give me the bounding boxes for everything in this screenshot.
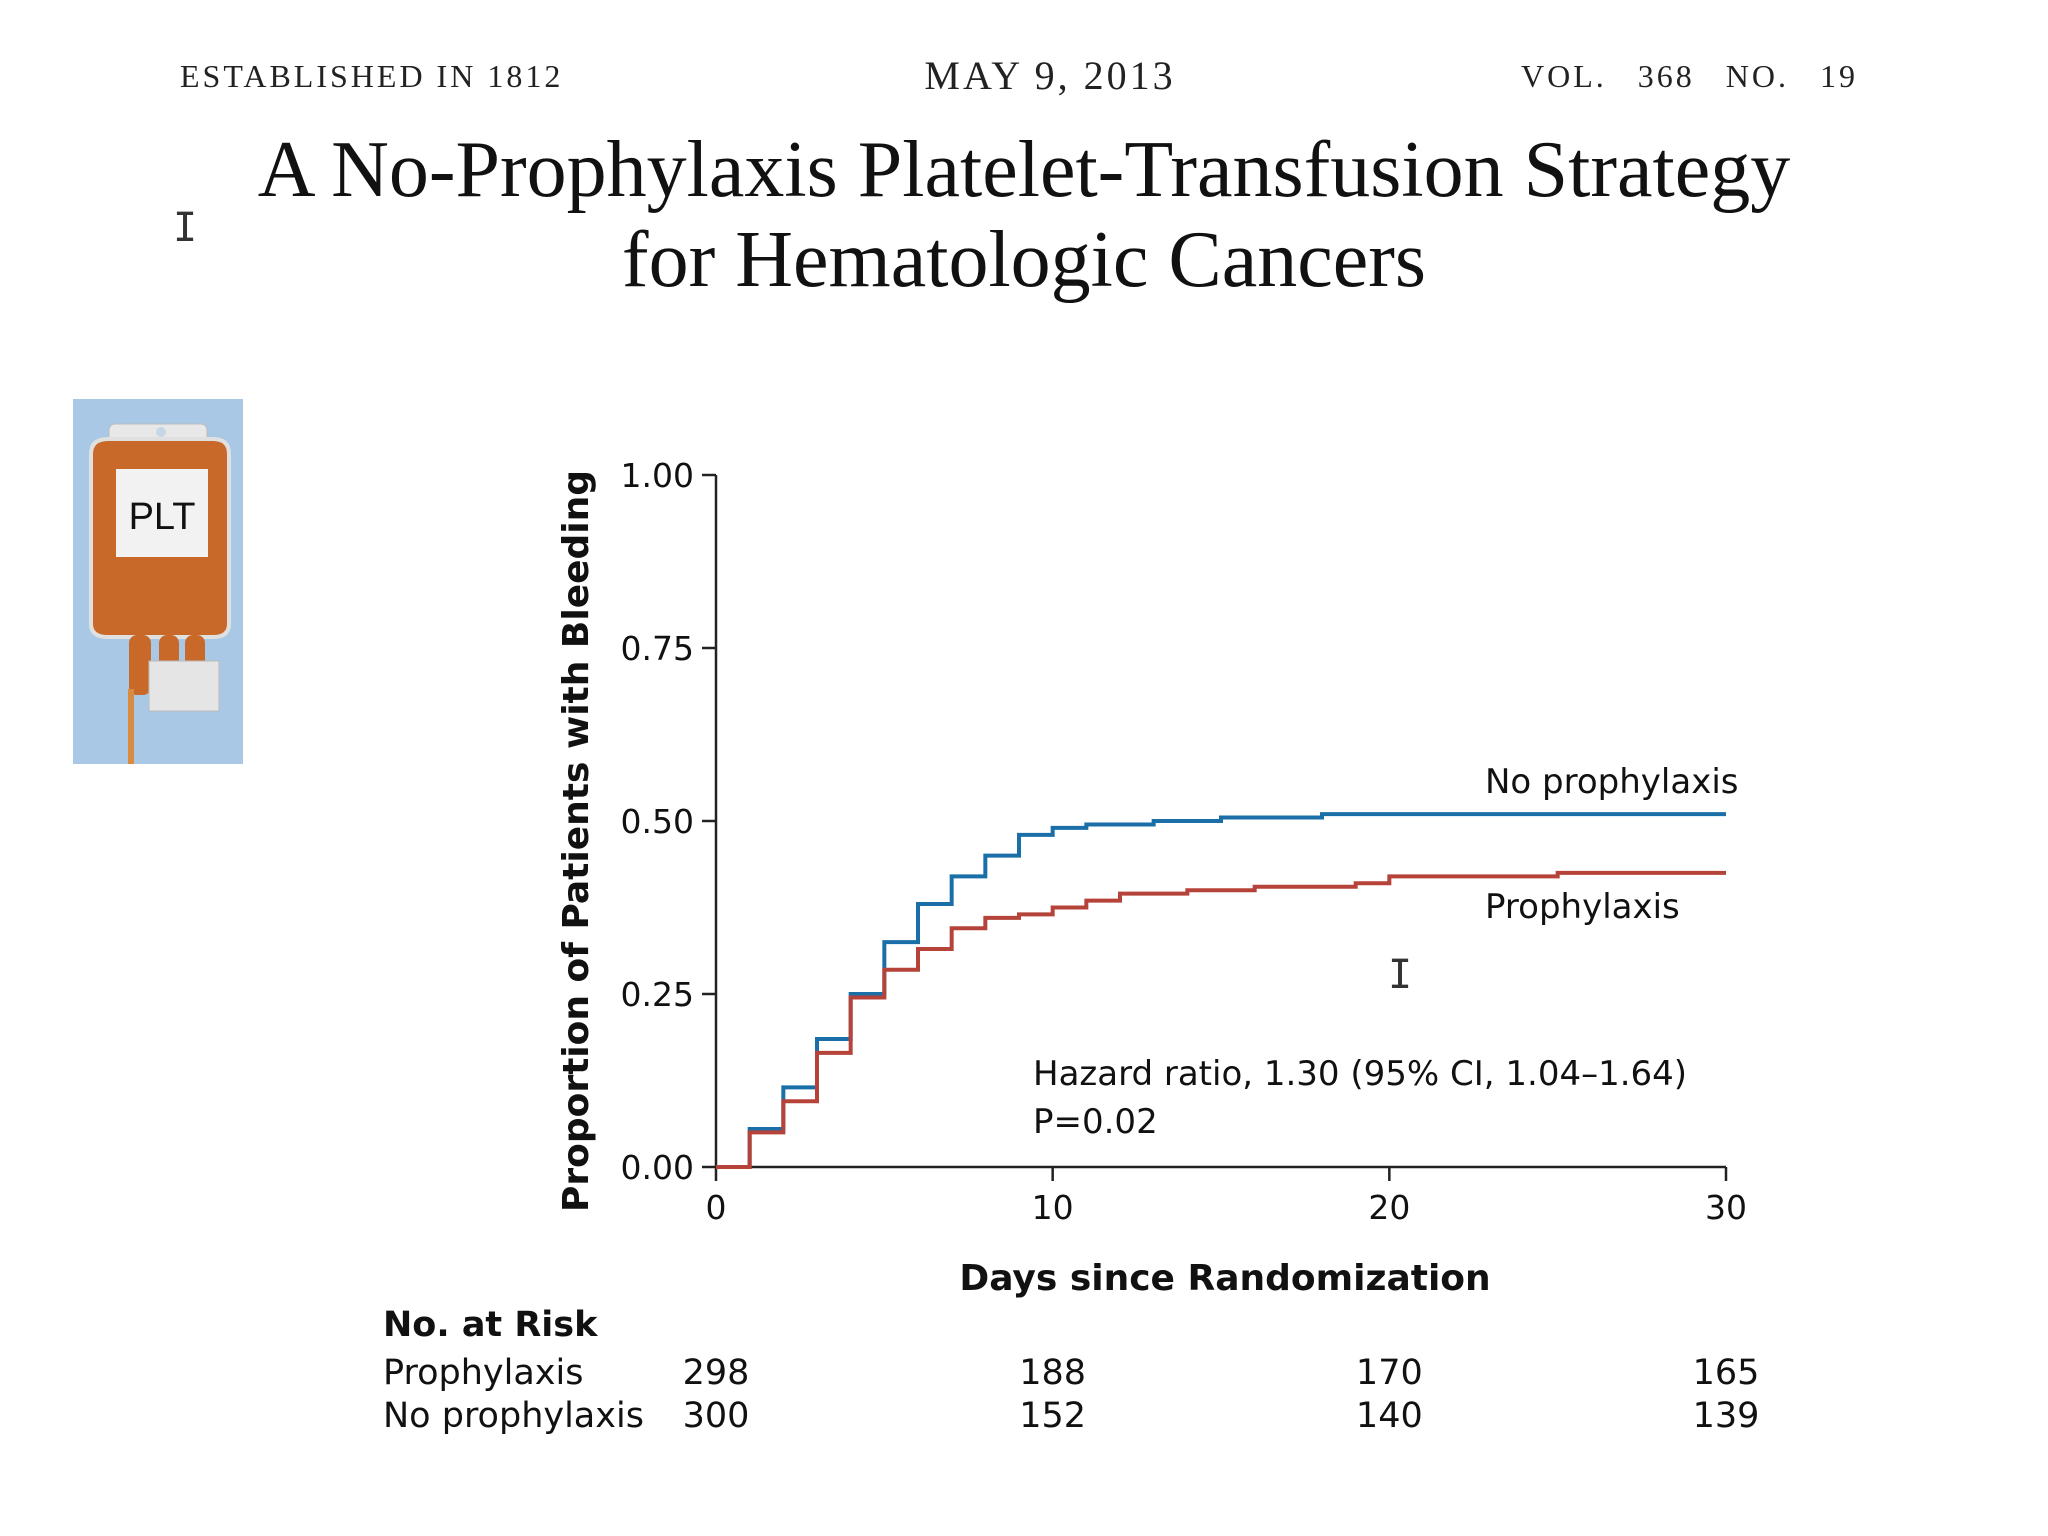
title-line-1: A No-Prophylaxis Platelet-Transfusion St… (257, 126, 1791, 214)
masthead-volume-number: VOL. 368 NO. 19 (1521, 58, 1858, 95)
risk-value: 300 (682, 1396, 750, 1436)
y-axis-label: Proportion of Patients with Bleeding (556, 470, 597, 1212)
risk-value: 188 (1019, 1353, 1087, 1393)
masthead-date: MAY 9, 2013 (924, 53, 1176, 98)
chart-series (716, 812, 1726, 1169)
y-tick-label: 0.75 (621, 629, 694, 668)
risk-value: 298 (682, 1353, 750, 1393)
bag-label: PLT (129, 496, 196, 538)
series-label-no-prophylaxis: No prophylaxis (1485, 762, 1738, 802)
risk-value: 140 (1355, 1396, 1423, 1436)
risk-value: 165 (1692, 1353, 1760, 1393)
risk-row-label: No prophylaxis (383, 1396, 644, 1436)
x-tick-label: 20 (1368, 1188, 1410, 1227)
masthead-volume: VOL. 368 (1521, 58, 1695, 94)
x-tick-label: 0 (706, 1188, 727, 1227)
y-tick-label: 1.00 (621, 456, 694, 495)
x-axis-label: Days since Randomization (959, 1258, 1490, 1299)
risk-row-label: Prophylaxis (383, 1353, 584, 1393)
bag-tube (128, 689, 134, 764)
prophylaxis-curve (716, 870, 1726, 1169)
article-title: A No-Prophylaxis Platelet-Transfusion St… (0, 125, 2048, 305)
text-cursor-icon-2: I (1388, 952, 1413, 998)
hazard-ratio-annotation: Hazard ratio, 1.30 (95% CI, 1.04–1.64) (1033, 1054, 1687, 1094)
risk-value: 139 (1692, 1396, 1760, 1436)
p-value-annotation: P=0.02 (1033, 1102, 1158, 1142)
y-tick-label: 0.25 (621, 975, 694, 1014)
chart-axes: 0.00 0.25 0.50 0.75 1.00 0 10 20 30 (621, 456, 1747, 1227)
y-tick-label: 0.50 (621, 802, 694, 841)
y-tick-label: 0.00 (621, 1148, 694, 1187)
risk-table-title: No. at Risk (383, 1305, 598, 1345)
title-line-2: for Hematologic Cancers (621, 216, 1427, 304)
series-label-prophylaxis: Prophylaxis (1485, 887, 1680, 927)
platelet-bag-illustration: PLT (73, 399, 243, 764)
bag-label-box (116, 469, 208, 557)
masthead-number: NO. 19 (1725, 58, 1858, 94)
risk-value: 152 (1019, 1396, 1087, 1436)
bag-port (148, 660, 220, 712)
masthead-established: ESTABLISHED IN 1812 (180, 58, 564, 94)
no-prophylaxis-curve (716, 812, 1726, 1169)
x-tick-label: 10 (1032, 1188, 1074, 1227)
chart-labels: Days since Randomization Proportion of Pa… (556, 470, 1738, 1299)
x-tick-label: 30 (1705, 1188, 1747, 1227)
text-cursor-icon: I (173, 205, 198, 251)
risk-value: 170 (1355, 1353, 1423, 1393)
